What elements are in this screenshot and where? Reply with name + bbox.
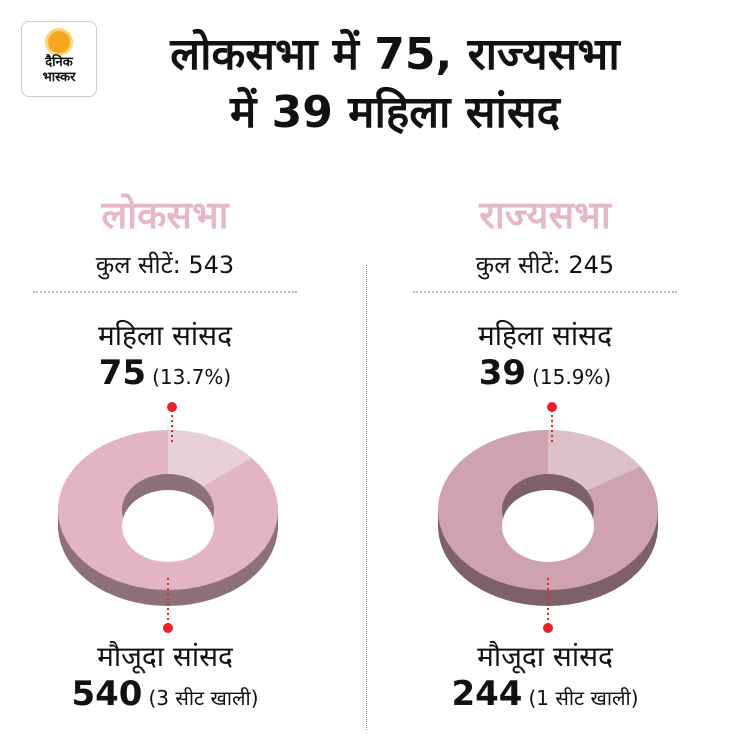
women-label: महिला सांसद [478, 319, 612, 352]
current-marker-dot [163, 623, 173, 633]
women-pct: (15.9%) [532, 365, 612, 389]
current-label: मौजूदा सांसद [477, 640, 613, 673]
sun-icon [48, 31, 70, 53]
rajyasabha-current: मौजूदा सांसद 244 (1 सीट खाली) [395, 640, 695, 714]
total-seats: कुल सीटें: 245 [475, 251, 615, 279]
loksabha-panel: लोकसभा कुल सीटें: 543 महिला सांसद 75 (13.… [15, 190, 315, 393]
vacant-seats: (1 सीट खाली) [528, 686, 639, 710]
women-slice [168, 430, 252, 487]
women-slice [548, 430, 641, 491]
current-marker-dot [543, 623, 553, 633]
house-title: लोकसभा [101, 193, 229, 237]
loksabha-current: मौजूदा सांसद 540 (3 सीट खाली) [15, 640, 315, 714]
donut-hole [122, 490, 214, 562]
current-value: 244 [451, 674, 523, 714]
total-seats: कुल सीटें: 543 [95, 251, 235, 279]
dainik-bhaskar-logo: दैनिक भास्कर [21, 21, 97, 97]
women-marker-dot [167, 402, 177, 412]
women-pct: (13.7%) [152, 365, 232, 389]
women-marker-dot [547, 402, 557, 412]
dotted-rule [33, 291, 297, 293]
donut-hole [502, 490, 594, 562]
women-value: 39 [478, 353, 527, 393]
house-title: राज्यसभा [479, 193, 611, 237]
current-label: मौजूदा सांसद [97, 640, 233, 673]
rajyasabha-panel: राज्यसभा कुल सीटें: 245 महिला सांसद 39 (1… [395, 190, 695, 393]
women-label: महिला सांसद [98, 319, 232, 352]
vacant-seats: (3 सीट खाली) [148, 686, 259, 710]
current-value: 540 [71, 674, 143, 714]
column-divider [366, 265, 367, 730]
dotted-rule [413, 291, 677, 293]
page-title: लोकसभा में 75, राज्यसभा में 39 महिला सां… [170, 29, 620, 138]
women-value: 75 [98, 353, 147, 393]
